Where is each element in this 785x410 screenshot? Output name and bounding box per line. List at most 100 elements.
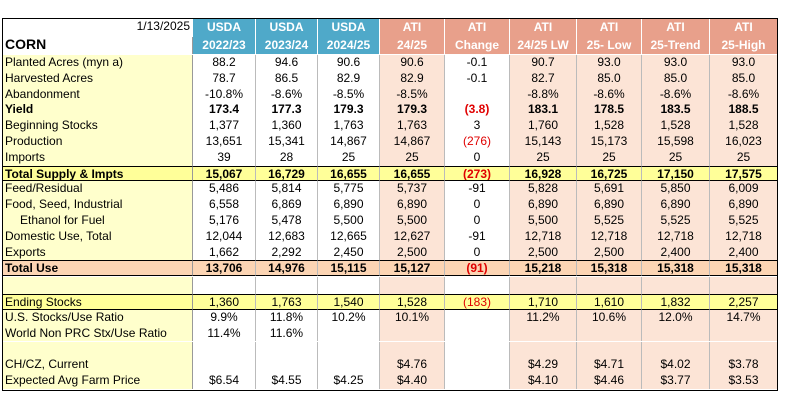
row-label: Production [2, 134, 193, 150]
cell-value [710, 325, 778, 342]
cell-value: 11.2% [510, 309, 577, 326]
cell-value: 11.8% [256, 309, 318, 326]
cell-value: 39 [193, 149, 256, 166]
cell-value: 5,828 [510, 181, 577, 198]
column-header: 25- Low [577, 36, 642, 54]
cell-value: 14,867 [318, 134, 380, 150]
cell-value: 93.0 [577, 55, 642, 71]
cell-value: 82.9 [380, 70, 445, 87]
spacer [510, 277, 577, 294]
cell-value: 183.5 [642, 102, 710, 119]
cell-value: 179.3 [318, 102, 380, 119]
cell-value: 5,525 [642, 213, 710, 229]
cell-value: 25 [642, 149, 710, 166]
group-header: ATI [445, 18, 510, 36]
row-label: World Non PRC Stx/Use Ratio [2, 325, 193, 342]
group-header: ATI [380, 18, 445, 36]
row-label: Yield [2, 102, 193, 119]
cell-value: $4.71 [577, 357, 642, 373]
cell-value: 16,729 [256, 165, 318, 182]
group-header: USDA [256, 18, 318, 36]
cell-value: 2,450 [318, 244, 380, 261]
cell-value: $4.76 [380, 357, 445, 373]
group-header: USDA [193, 18, 256, 36]
cell-value: $4.25 [318, 372, 380, 389]
cell-value: 5,500 [318, 213, 380, 229]
cell-value: 86.5 [256, 70, 318, 87]
cell-value: 6,558 [193, 197, 256, 213]
cell-value: 10.1% [380, 309, 445, 326]
cell-value: 173.4 [193, 102, 256, 119]
cell-value [318, 325, 380, 342]
cell-value: 6,890 [380, 197, 445, 213]
cell-value: 1,528 [642, 118, 710, 134]
cell-value: 90.7 [510, 55, 577, 71]
cell-value: 93.0 [642, 55, 710, 71]
cell-value: 1,360 [256, 118, 318, 134]
cell-value: 15,318 [577, 260, 642, 277]
cell-value: 0 [445, 244, 510, 261]
cell-value: 177.3 [256, 102, 318, 119]
cell-value: 25 [577, 149, 642, 166]
cell-value: 1,360 [193, 294, 256, 310]
cell-value: 16,023 [710, 134, 778, 150]
column-header: 2023/24 [256, 36, 318, 54]
spacer [380, 277, 445, 294]
cell-value: 10.6% [577, 309, 642, 326]
cell-value: 1,763 [318, 118, 380, 134]
cell-value: $4.29 [510, 357, 577, 373]
cell-value: 183.1 [510, 102, 577, 119]
cell-value: -8.6% [710, 86, 778, 103]
cell-value: 13,651 [193, 134, 256, 150]
row-label: Food, Seed, Industrial [2, 197, 193, 213]
cell-value: 1,763 [256, 294, 318, 310]
row-label: CH/CZ, Current [2, 357, 193, 373]
cell-value: 188.5 [710, 102, 778, 119]
column-header: 2022/23 [193, 36, 256, 54]
cell-value: 11.4% [193, 325, 256, 342]
spacer [318, 341, 380, 357]
group-header: ATI [710, 18, 778, 36]
cell-value: $4.10 [510, 372, 577, 389]
cell-value: (183) [445, 294, 510, 310]
cell-value: -8.6% [256, 86, 318, 103]
cell-value: 16,928 [510, 165, 577, 182]
cell-value: 25 [710, 149, 778, 166]
cell-value: 13,706 [193, 260, 256, 277]
cell-value: 93.0 [710, 55, 778, 71]
row-label: Ending Stocks [2, 294, 193, 310]
cell-value: 14,976 [256, 260, 318, 277]
column-header: Change [445, 36, 510, 54]
cell-value: 15,143 [510, 134, 577, 150]
spacer [577, 277, 642, 294]
cell-value: 14.7% [710, 309, 778, 326]
cell-value: 15,598 [642, 134, 710, 150]
cell-value: 179.3 [380, 102, 445, 119]
cell-value: -8.6% [577, 86, 642, 103]
cell-value: 12,718 [710, 228, 778, 245]
cell-value: 1,763 [380, 118, 445, 134]
cell-value: 5,486 [193, 181, 256, 198]
cell-value: 1,528 [380, 294, 445, 310]
cell-value: 12,718 [510, 228, 577, 245]
spacer [318, 277, 380, 294]
cell-value: 16,725 [577, 165, 642, 182]
cell-value: $6.54 [193, 372, 256, 389]
spacer [256, 341, 318, 357]
row-label: Abandonment [2, 86, 193, 103]
cell-value: (91) [445, 260, 510, 277]
cell-value: $4.46 [577, 372, 642, 389]
row-label: Imports [2, 149, 193, 166]
cell-value: 1,710 [510, 294, 577, 310]
group-header: USDA [318, 18, 380, 36]
cell-value [318, 357, 380, 373]
cell-value: 2,500 [577, 244, 642, 261]
cell-value: 5,500 [510, 213, 577, 229]
cell-value: 12,044 [193, 228, 256, 245]
cell-value: 6,869 [256, 197, 318, 213]
cell-value: 14,867 [380, 134, 445, 150]
cell-value: 90.6 [380, 55, 445, 71]
row-label: Total Use [2, 260, 193, 277]
cell-value: 5,478 [256, 213, 318, 229]
